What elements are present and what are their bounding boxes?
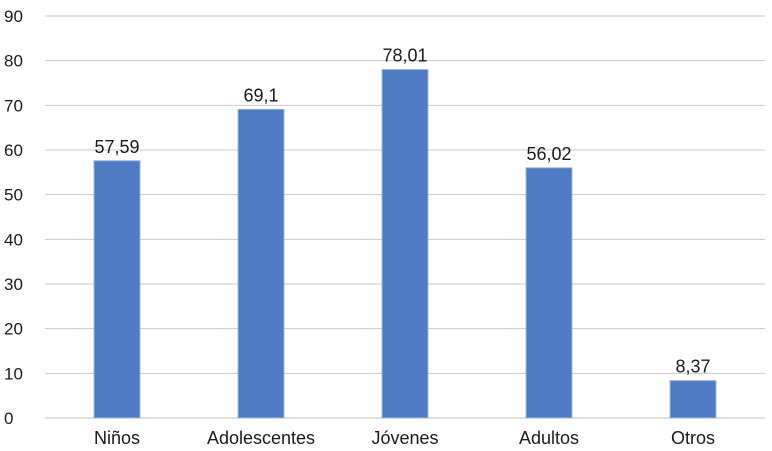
category-label: Jóvenes (371, 428, 438, 448)
y-tick-label: 40 (4, 230, 23, 249)
category-label: Niños (94, 428, 140, 448)
y-tick-label: 70 (4, 96, 23, 115)
y-tick-label: 20 (4, 320, 23, 339)
category-label: Adolescentes (207, 428, 315, 448)
data-labels: 57,59 69,1 78,01 56,02 8,37 (94, 46, 710, 377)
category-label: Adultos (519, 428, 579, 448)
y-tick-label: 30 (4, 275, 23, 294)
y-tick-label: 60 (4, 141, 23, 160)
y-tick-label: 0 (4, 409, 13, 428)
bar (381, 69, 429, 419)
data-label: 69,1 (243, 85, 278, 105)
category-labels: Niños Adolescentes Jóvenes Adultos Otros (94, 428, 715, 448)
y-tick-label: 90 (4, 7, 23, 26)
bars (93, 69, 717, 419)
y-axis-tick-labels: 0 10 20 30 40 50 60 70 80 90 (4, 7, 23, 428)
data-label: 56,02 (526, 144, 571, 164)
data-label: 57,59 (94, 137, 139, 157)
y-tick-label: 80 (4, 52, 23, 71)
bar (525, 167, 573, 419)
data-label: 78,01 (382, 46, 427, 66)
data-label: 8,37 (675, 357, 710, 377)
bar (669, 380, 717, 419)
category-label: Otros (671, 428, 715, 448)
bar (237, 108, 285, 419)
y-tick-label: 10 (4, 364, 23, 383)
bar (93, 160, 141, 419)
y-tick-label: 50 (4, 186, 23, 205)
